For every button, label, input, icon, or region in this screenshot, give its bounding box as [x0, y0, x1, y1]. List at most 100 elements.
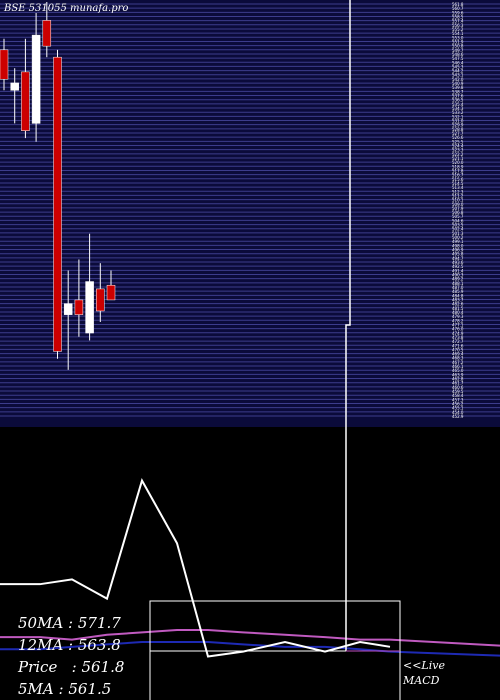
- price-level-label: 452.9: [452, 414, 464, 419]
- chart-header: BSE 531055 munafa.pro: [4, 3, 128, 14]
- price-level-label: 555.2: [452, 27, 464, 32]
- slow-ma-line: [0, 641, 391, 653]
- price-level-label: 561.8: [452, 2, 464, 7]
- price-level-label: 478.2: [452, 318, 464, 323]
- price-level-label: 523.3: [452, 148, 464, 153]
- price-level-label: 557.4: [452, 19, 464, 24]
- candle-up: [85, 281, 94, 334]
- candle-down: [21, 71, 30, 131]
- price-level-label: 498.0: [452, 243, 464, 248]
- price-level-label: 462.8: [452, 377, 464, 382]
- price-gridlines: [0, 3, 500, 417]
- price-level-label: 528.8: [452, 127, 464, 132]
- signal-line-extension: [389, 638, 500, 647]
- price-value: Price : 561.8: [18, 658, 125, 676]
- price-level-label: 454.0: [452, 410, 464, 415]
- price-level-label: 558.5: [452, 14, 464, 19]
- price-level-label: 543.1: [452, 73, 464, 78]
- price-level-label: 511.2: [452, 193, 464, 198]
- price-level-label: 505.7: [452, 214, 464, 219]
- price-level-label: 556.3: [452, 23, 464, 28]
- price-level-label: 540.9: [452, 81, 464, 86]
- price-level-label: 546.4: [452, 60, 464, 65]
- price-level-label: 526.6: [452, 135, 464, 140]
- live-label: <<Live: [403, 659, 445, 672]
- price-level-label: 559.6: [452, 10, 464, 15]
- price-level-label: 471.6: [452, 343, 464, 348]
- price-level-label: 507.9: [452, 206, 464, 211]
- price-level-label: 483.7: [452, 297, 464, 302]
- candle-down: [106, 284, 116, 301]
- ma5-value: 5MA : 561.5: [18, 680, 112, 698]
- price-level-label: 490.3: [452, 273, 464, 278]
- symbol-label: BSE 531055: [4, 3, 67, 14]
- price-level-label: 492.5: [452, 264, 464, 269]
- price-level-label: 457.3: [452, 397, 464, 402]
- ma12-value: 12MA : 563.8: [18, 636, 121, 654]
- price-level-label: 479.3: [452, 314, 464, 319]
- price-level-label: 465.0: [452, 368, 464, 373]
- ma50-value: 50MA : 571.7: [18, 614, 121, 632]
- price-level-label: 488.1: [452, 281, 464, 286]
- price-level-label: 510.1: [452, 198, 464, 203]
- price-level-label: 534.3: [452, 106, 464, 111]
- price-level-label: 554.1: [452, 31, 464, 36]
- live-macd-link[interactable]: <<Live MACD: [403, 658, 445, 688]
- macd-line: [0, 478, 391, 658]
- candle-down: [53, 56, 62, 352]
- price-level-label: 516.7: [452, 173, 464, 178]
- price-level-label: 493.6: [452, 260, 464, 265]
- candle-down: [74, 299, 84, 315]
- price-level-label: 495.8: [452, 252, 464, 257]
- price-level-label: 494.7: [452, 256, 464, 261]
- price-level-label: 461.7: [452, 381, 464, 386]
- price-level-label: 474.9: [452, 331, 464, 336]
- price-level-label: 467.2: [452, 360, 464, 365]
- candle-down: [42, 20, 52, 47]
- macd-panel: [0, 0, 500, 658]
- price-level-label: 504.6: [452, 218, 464, 223]
- candle-up: [63, 303, 73, 315]
- price-level-label: 539.8: [452, 85, 464, 90]
- price-level-label: 536.5: [452, 98, 464, 103]
- price-level-label: 456.2: [452, 402, 464, 407]
- price-level-label: 501.3: [452, 231, 464, 236]
- price-level-label: 482.6: [452, 302, 464, 307]
- price-level-label: 506.8: [452, 210, 464, 215]
- price-level-label: 502.4: [452, 227, 464, 232]
- price-level-label: 538.7: [452, 89, 464, 94]
- price-level-label: 469.4: [452, 352, 464, 357]
- price-level-label: 547.5: [452, 56, 464, 61]
- price-level-label: 518.9: [452, 164, 464, 169]
- candle-up: [31, 34, 41, 124]
- price-level-label: 463.9: [452, 372, 464, 377]
- price-level-label: 529.9: [452, 123, 464, 128]
- price-level-label: 455.1: [452, 406, 464, 411]
- price-level-label: 473.8: [452, 335, 464, 340]
- price-level-label: 513.4: [452, 185, 464, 190]
- price-level-label: 481.5: [452, 306, 464, 311]
- price-level-label: 472.7: [452, 339, 464, 344]
- price-level-label: 512.3: [452, 189, 464, 194]
- stats-panel: 50MA : 571.7 12MA : 563.8 Price : 561.8 …: [18, 612, 124, 700]
- price-level-label: 542.0: [452, 77, 464, 82]
- signal-line: [0, 628, 390, 641]
- macd-label: MACD: [403, 674, 440, 687]
- price-level-label: 496.9: [452, 248, 464, 253]
- price-level-label: 550.8: [452, 44, 464, 49]
- price-level-label: 485.9: [452, 289, 464, 294]
- price-level-label: 548.6: [452, 52, 464, 57]
- price-level-label: 499.1: [452, 239, 464, 244]
- price-level-label: 458.4: [452, 393, 464, 398]
- price-level-labels: 561.8560.7559.6558.5557.4556.3555.2554.1…: [452, 2, 464, 419]
- price-panel-background: [0, 0, 500, 427]
- price-level-label: 525.5: [452, 139, 464, 144]
- price-level-label: 484.8: [452, 293, 464, 298]
- price-level-label: 468.3: [452, 356, 464, 361]
- price-level-label: 480.4: [452, 310, 464, 315]
- price-level-label: 527.7: [452, 131, 464, 136]
- price-level-label: 514.5: [452, 181, 464, 186]
- price-level-label: 466.1: [452, 364, 464, 369]
